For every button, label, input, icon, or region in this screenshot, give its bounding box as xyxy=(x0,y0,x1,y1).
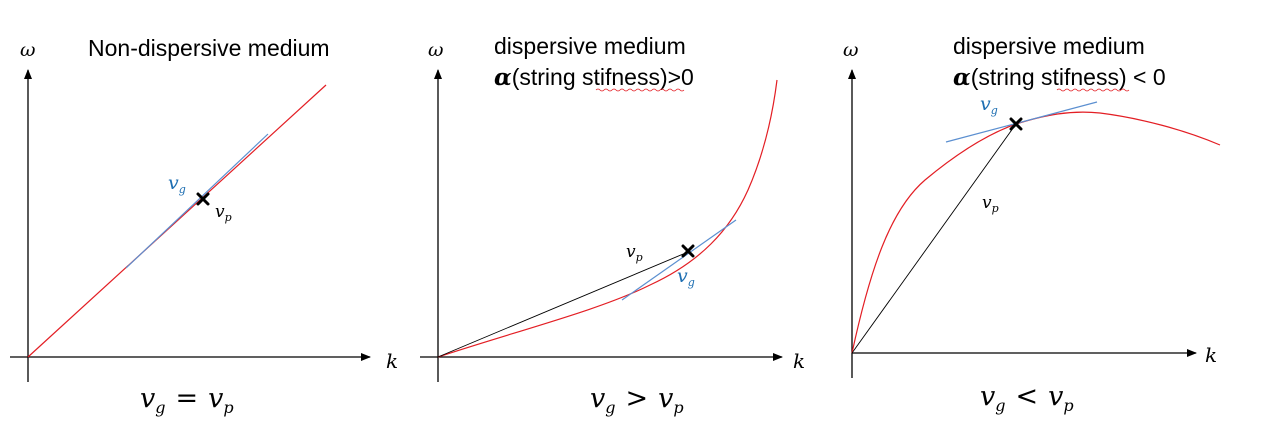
omega-axis-label: ω xyxy=(843,39,859,61)
phase-velocity-chord xyxy=(437,251,689,358)
panel-title: dispersive medium xyxy=(953,33,1145,59)
phase-velocity-chord xyxy=(851,123,1017,354)
velocity-relation: vg > vp xyxy=(590,383,684,417)
operating-point-marker xyxy=(196,192,210,206)
group-velocity-tangent xyxy=(621,219,737,301)
phase-velocity-label: vp xyxy=(982,193,999,215)
panel-dispersive-positive: ω k dispersive medium α(string stifness)… xyxy=(420,33,805,417)
k-axis-label: k xyxy=(386,349,398,373)
panel-dispersive-negative: ω k dispersive medium α(string stifness)… xyxy=(843,33,1221,415)
dispersion-curve xyxy=(851,111,1221,354)
group-velocity-label: vg xyxy=(677,265,695,289)
group-velocity-tangent xyxy=(945,101,1098,143)
panel-title: Non-dispersive medium xyxy=(88,35,330,61)
panel-subtitle: α(string stifness) < 0 xyxy=(953,64,1166,91)
group-velocity-label: vg xyxy=(980,93,998,117)
omega-axis-label: ω xyxy=(20,39,36,61)
phase-velocity-label: vp xyxy=(626,242,643,264)
operating-point-marker xyxy=(681,244,695,258)
group-velocity-label: vg xyxy=(168,172,186,196)
operating-point-marker xyxy=(1009,117,1023,131)
spellcheck-underline xyxy=(1056,88,1130,92)
panel-non-dispersive: ω k Non-dispersive medium vg vp vg = vp xyxy=(10,35,398,417)
panel-subtitle: α(string stifness)>0 xyxy=(494,64,694,91)
velocity-relation: vg = vp xyxy=(140,383,234,417)
spellcheck-underline xyxy=(595,88,685,92)
k-axis-label: k xyxy=(1205,343,1217,367)
dispersion-curve xyxy=(437,79,778,358)
panel-title: dispersive medium xyxy=(494,33,686,59)
k-axis-label: k xyxy=(793,349,805,373)
phase-velocity-label: vp xyxy=(215,202,232,224)
dispersion-curve xyxy=(27,84,327,358)
group-velocity-tangent xyxy=(125,133,269,269)
velocity-relation: vg < vp xyxy=(980,381,1074,415)
omega-axis-label: ω xyxy=(428,39,444,61)
